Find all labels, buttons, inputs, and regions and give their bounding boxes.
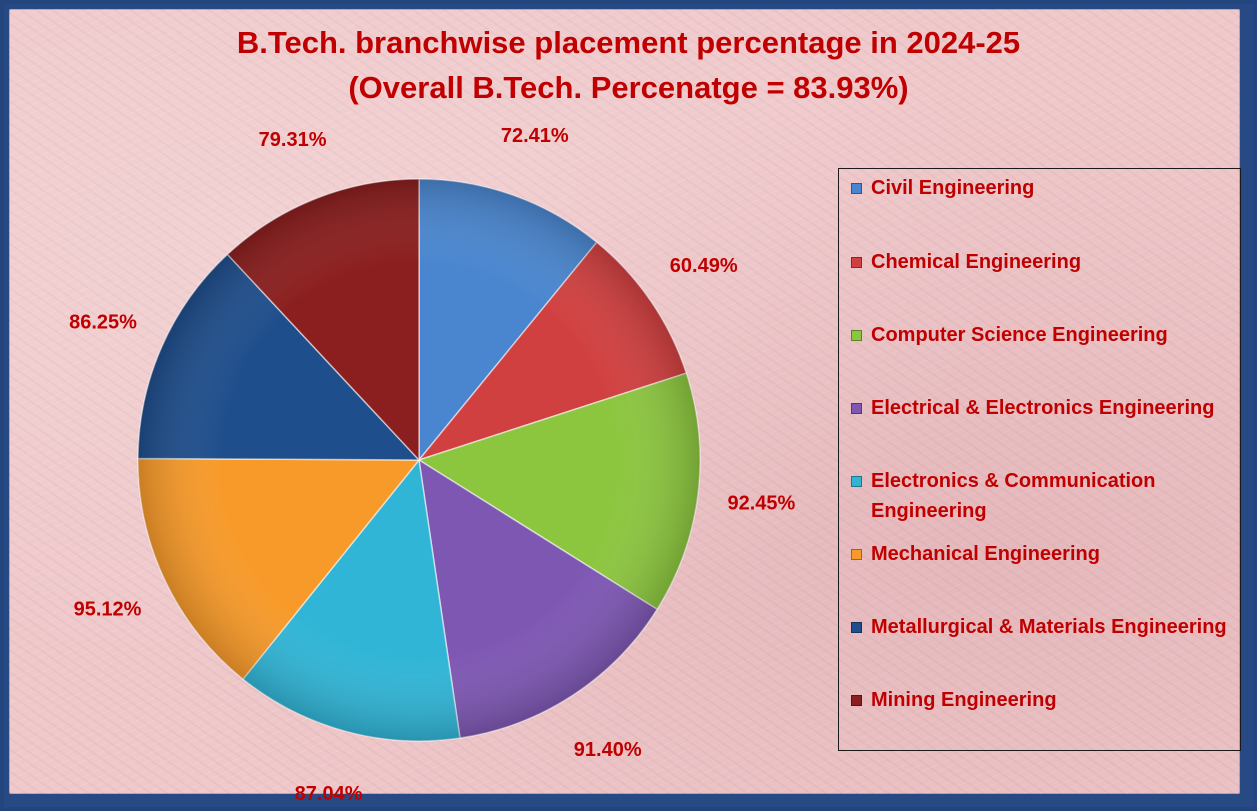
legend: Civil Engineering Chemical Engineering Com… — [838, 168, 1241, 751]
data-label-chemical-engineering: 60.49% — [670, 255, 738, 277]
legend-swatch — [851, 476, 862, 487]
data-label-mining-engineering: 79.31% — [259, 129, 327, 151]
legend-swatch — [851, 695, 862, 706]
data-label-metallurgical-and-materials-engineering: 86.25% — [69, 312, 137, 334]
legend-swatch — [851, 403, 862, 414]
data-label-computer-science-engineering: 92.45% — [727, 492, 795, 514]
data-label-mechanical-engineering: 95.12% — [74, 598, 142, 620]
data-label-electronics-and-communication-engineering: 87.04% — [295, 783, 363, 805]
legend-label: Civil Engineering — [871, 177, 1035, 199]
data-label-electrical-and-electronics-engineering: 91.40% — [574, 739, 642, 761]
legend-label: Metallurgical & Materials Engineering — [871, 616, 1227, 638]
legend-swatch — [851, 257, 862, 268]
legend-label: Mining Engineering — [871, 689, 1057, 711]
legend-label: Mechanical Engineering — [871, 543, 1100, 565]
legend-swatch — [851, 330, 862, 341]
chart-title: B.Tech. branchwise placement percentage … — [236, 25, 1021, 60]
legend-swatch — [851, 622, 862, 633]
legend-label: Electronics & Communication Engineering — [871, 470, 1156, 522]
legend-swatch — [851, 183, 862, 194]
legend-label: Computer Science Engineering — [871, 324, 1168, 346]
data-label-civil-engineering: 72.41% — [501, 125, 569, 147]
chart-subtitle: (Overall B.Tech. Percenatge = 83.93%) — [348, 70, 909, 105]
legend-label: Electrical & Electronics Engineering — [871, 397, 1215, 419]
legend-swatch — [851, 549, 862, 560]
legend-label: Chemical Engineering — [871, 251, 1082, 273]
